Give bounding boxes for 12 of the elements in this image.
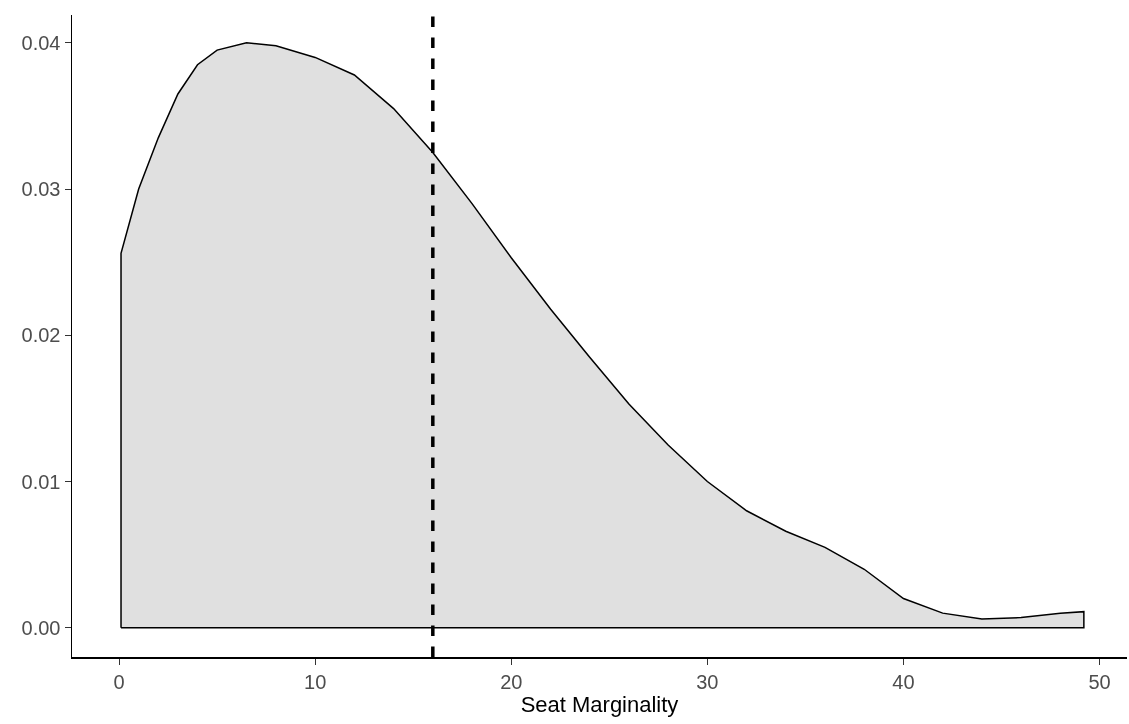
- x-tick-label: 40: [892, 670, 915, 693]
- y-tick-label: 0.01: [21, 470, 61, 493]
- x-tick-label: 50: [1088, 670, 1111, 693]
- x-tick-label: 20: [500, 670, 523, 693]
- y-tick-label: 0.03: [21, 178, 61, 201]
- x-tick-label: 30: [696, 670, 719, 693]
- y-tick-label: 0.04: [21, 31, 61, 54]
- y-tick-label: 0.00: [21, 616, 61, 639]
- x-axis-title: Seat Marginality: [520, 692, 679, 718]
- x-tick-label: 10: [304, 670, 327, 693]
- x-tick-label: 0: [113, 670, 125, 693]
- y-tick-label: 0.02: [21, 324, 61, 347]
